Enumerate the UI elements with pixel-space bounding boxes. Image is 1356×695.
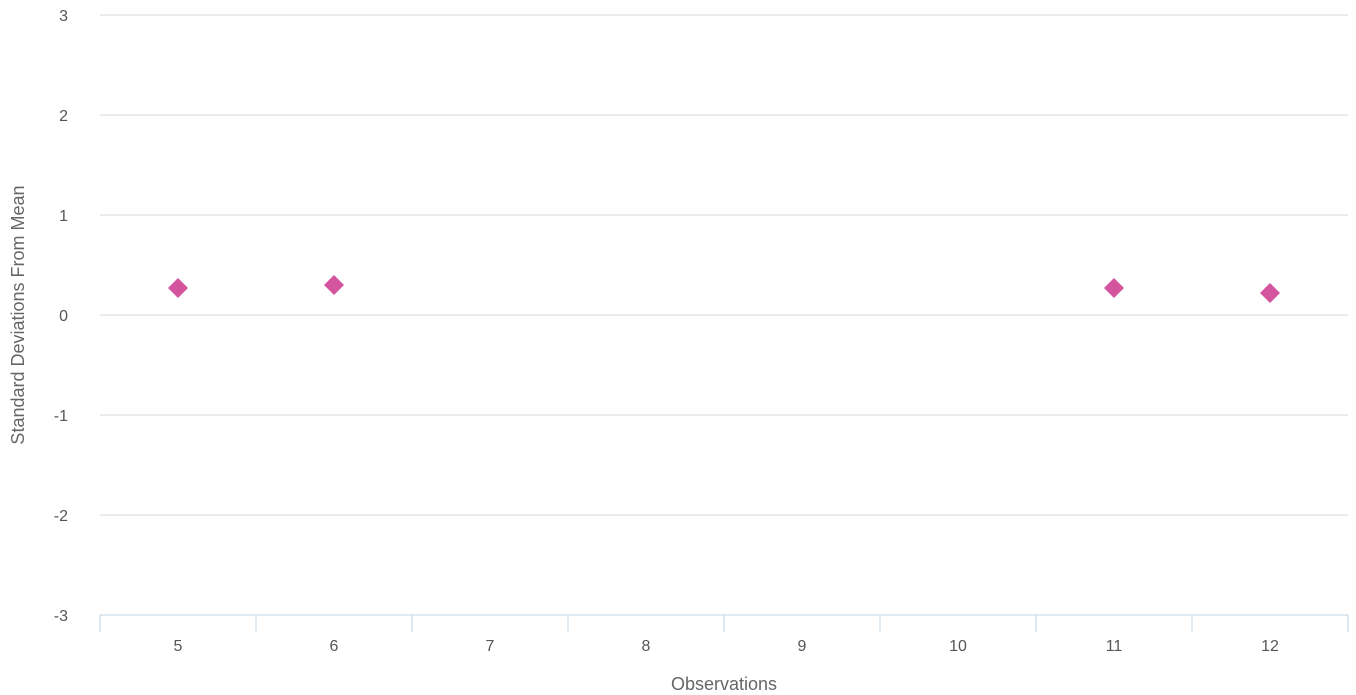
x-tick-label: 9	[798, 638, 807, 655]
x-axis-ticks: 5 6 7 8 9 10 11 12	[174, 638, 1279, 655]
data-point[interactable]	[324, 275, 344, 295]
y-tick-label: 0	[59, 308, 68, 325]
x-tick-label: 10	[949, 638, 967, 655]
y-tick-label: 1	[59, 208, 68, 225]
gridlines	[100, 14, 1348, 516]
y-tick-label: -1	[54, 408, 68, 425]
x-axis	[99, 614, 1349, 632]
data-point[interactable]	[1104, 278, 1124, 298]
y-tick-label: -2	[54, 508, 68, 525]
y-tick-label: 3	[59, 8, 68, 25]
y-tick-label: -3	[54, 608, 68, 625]
x-tick-label: 6	[330, 638, 339, 655]
y-axis-title: Standard Deviations From Mean	[8, 185, 28, 444]
data-point[interactable]	[168, 278, 188, 298]
x-tick-label: 12	[1261, 638, 1279, 655]
x-axis-title: Observations	[671, 674, 777, 694]
y-axis-ticks: 3 2 1 0 -1 -2 -3	[54, 8, 68, 625]
data-points	[168, 275, 1280, 303]
x-tick-label: 5	[174, 638, 183, 655]
data-point[interactable]	[1260, 283, 1280, 303]
x-tick-label: 7	[486, 638, 495, 655]
x-tick-label: 8	[642, 638, 651, 655]
x-tick-label: 11	[1106, 638, 1123, 655]
y-tick-label: 2	[59, 108, 68, 125]
